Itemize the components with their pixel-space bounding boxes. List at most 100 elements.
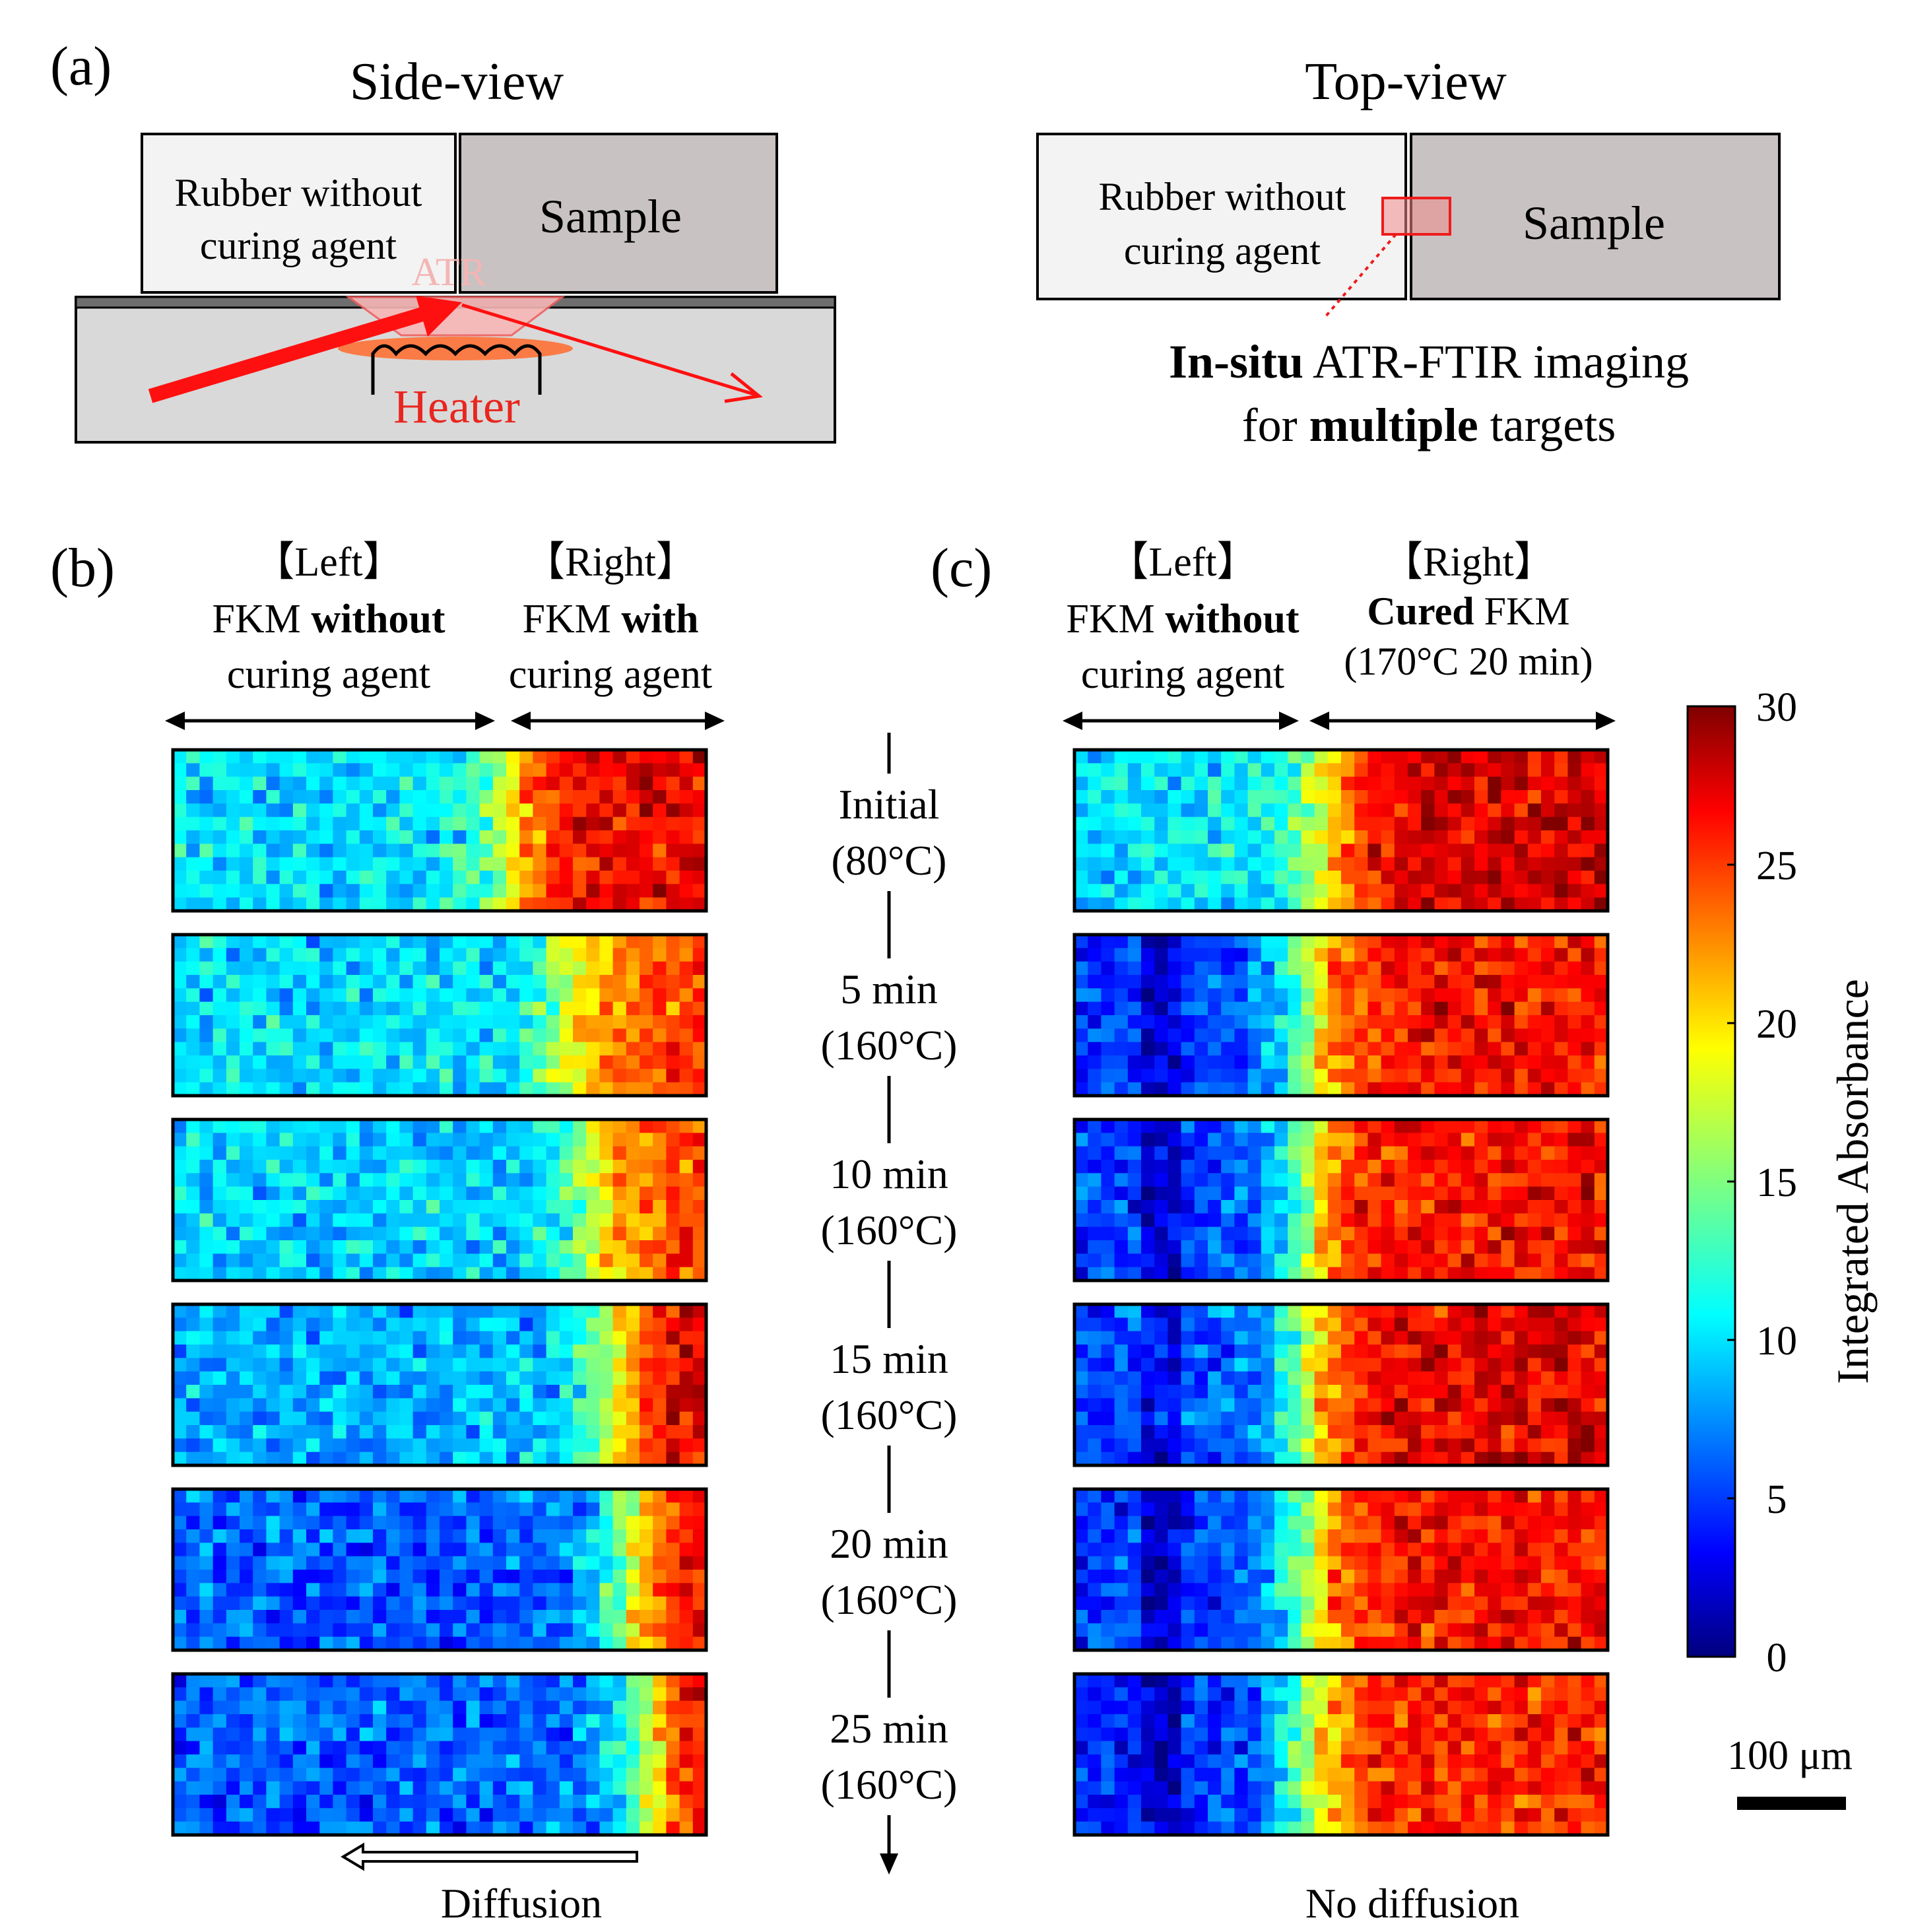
heatmap-cell (1367, 763, 1382, 778)
heatmap-cell (319, 1821, 333, 1836)
heatmap-cell (1581, 1069, 1595, 1083)
heatmap-cell (1247, 776, 1262, 791)
heatmap-cell (1168, 750, 1182, 764)
heatmap-cell (1274, 1385, 1288, 1399)
heatmap-cell (479, 1741, 494, 1755)
heatmap-cell (1394, 1028, 1408, 1043)
heatmap-cell (519, 1119, 533, 1133)
heatmap-cell (1234, 1317, 1249, 1332)
heatmap-cell (612, 750, 627, 764)
heatmap-cell (626, 1821, 640, 1836)
heatmap-cell (533, 884, 547, 898)
heatmap-cell (1354, 1331, 1368, 1345)
heatmap-cell (599, 1583, 614, 1597)
heatmap-cell (386, 1610, 400, 1624)
heatmap-cell (319, 1069, 333, 1083)
heatmap-cell (186, 1398, 200, 1413)
heatmap-cell (573, 776, 587, 791)
heatmap-cell (1408, 776, 1422, 791)
heatmap-cell (1514, 884, 1529, 898)
heatmap-cell (1474, 1186, 1488, 1201)
heatmap-cell (612, 1674, 627, 1688)
heatmap-cell (1581, 961, 1595, 976)
heatmap-cell (319, 763, 333, 778)
heatmap-cell (1367, 1028, 1382, 1043)
heatmap-cell (412, 975, 427, 989)
heatmap-cell (1341, 1028, 1355, 1043)
heatmap-cell (1394, 988, 1408, 1003)
heatmap-cell (1408, 1304, 1422, 1318)
heatmap-cell (1181, 1438, 1195, 1453)
heatmap-cell (1567, 790, 1582, 804)
heatmap-cell (1501, 776, 1515, 791)
heatmap-cell (1127, 1069, 1142, 1083)
heatmap-cell (226, 844, 240, 858)
b-left-span-head-l (165, 712, 185, 730)
heatmap-cell (440, 1304, 453, 1318)
heatmap-cell (1434, 1240, 1449, 1254)
heatmap-cell (1421, 1001, 1435, 1016)
heatmap-cell (1501, 1226, 1515, 1241)
heatmap-cell (1461, 1398, 1475, 1413)
heatmap-cell (1088, 830, 1102, 844)
heatmap-cell (173, 1267, 187, 1281)
heatmap-cell (1447, 1119, 1462, 1133)
heatmap-cell (1181, 776, 1195, 791)
heatmap-cell (1394, 884, 1408, 898)
heatmap-cell (1434, 1317, 1449, 1332)
heatmap-cell (559, 1768, 574, 1782)
heatmap-cell (173, 1240, 187, 1254)
heatmap-cell (1567, 1069, 1582, 1083)
heatmap-cell (679, 935, 694, 949)
heatmap-cell (266, 1240, 280, 1254)
heatmap-cell (399, 1240, 414, 1254)
heatmap-cell (506, 1042, 520, 1056)
heatmap-cell (1208, 1438, 1222, 1453)
heatmap-cell (1594, 1451, 1608, 1466)
heatmap-cell (1168, 1226, 1182, 1241)
heatmap-cell (1594, 1082, 1608, 1096)
heatmap-cell (1127, 1385, 1142, 1399)
heatmap-cell (492, 1754, 507, 1768)
heatmap-cell (306, 897, 320, 912)
heatmap-cell (213, 1714, 227, 1728)
heatmap-cell (1594, 1146, 1608, 1160)
heatmap-cell (559, 1345, 574, 1358)
heatmap-cell (1341, 1411, 1355, 1426)
heatmap-cell (373, 948, 387, 962)
heatmap-cell (546, 1331, 560, 1345)
heatmap-cell (226, 975, 240, 989)
heatmap-cell (612, 1768, 627, 1782)
heatmap-cell (492, 1543, 507, 1557)
heatmap-cell (640, 1687, 653, 1702)
heatmap-cell (692, 1133, 707, 1147)
heatmap-cell (666, 1133, 680, 1147)
side-rubber-label-2: curing agent (200, 224, 397, 267)
heatmap-cell (1567, 1240, 1582, 1254)
heatmap-cell (266, 1623, 280, 1638)
heatmap-cell (346, 1146, 360, 1160)
heatmap-cell (1114, 1267, 1129, 1281)
heatmap-cell (1154, 975, 1168, 989)
heatmap-cell (1101, 961, 1115, 976)
heatmap-cell (573, 1240, 587, 1254)
heatmap-cell (1247, 1371, 1262, 1385)
heatmap-cell (173, 1146, 187, 1160)
heatmap-cell (1554, 975, 1568, 989)
heatmap-cell (626, 1583, 640, 1597)
heatmap-cell (653, 1267, 667, 1281)
heatmap-cell (1394, 1516, 1408, 1530)
heatmap-cell (453, 1200, 467, 1214)
heatmap-cell (519, 1516, 533, 1530)
heatmap-cell (253, 1069, 267, 1083)
heatmap-cell (692, 1610, 707, 1624)
heatmap-cell (253, 897, 267, 912)
heatmap-cell (279, 1345, 294, 1358)
heatmap-cell (612, 1304, 627, 1318)
heatmap-cell (440, 1331, 453, 1345)
heatmap-cell (1194, 776, 1208, 791)
heatmap-cell (412, 1754, 427, 1768)
heatmap-cell (333, 975, 347, 989)
heatmap-cell (1434, 1146, 1449, 1160)
heatmap-cell (346, 1240, 360, 1254)
